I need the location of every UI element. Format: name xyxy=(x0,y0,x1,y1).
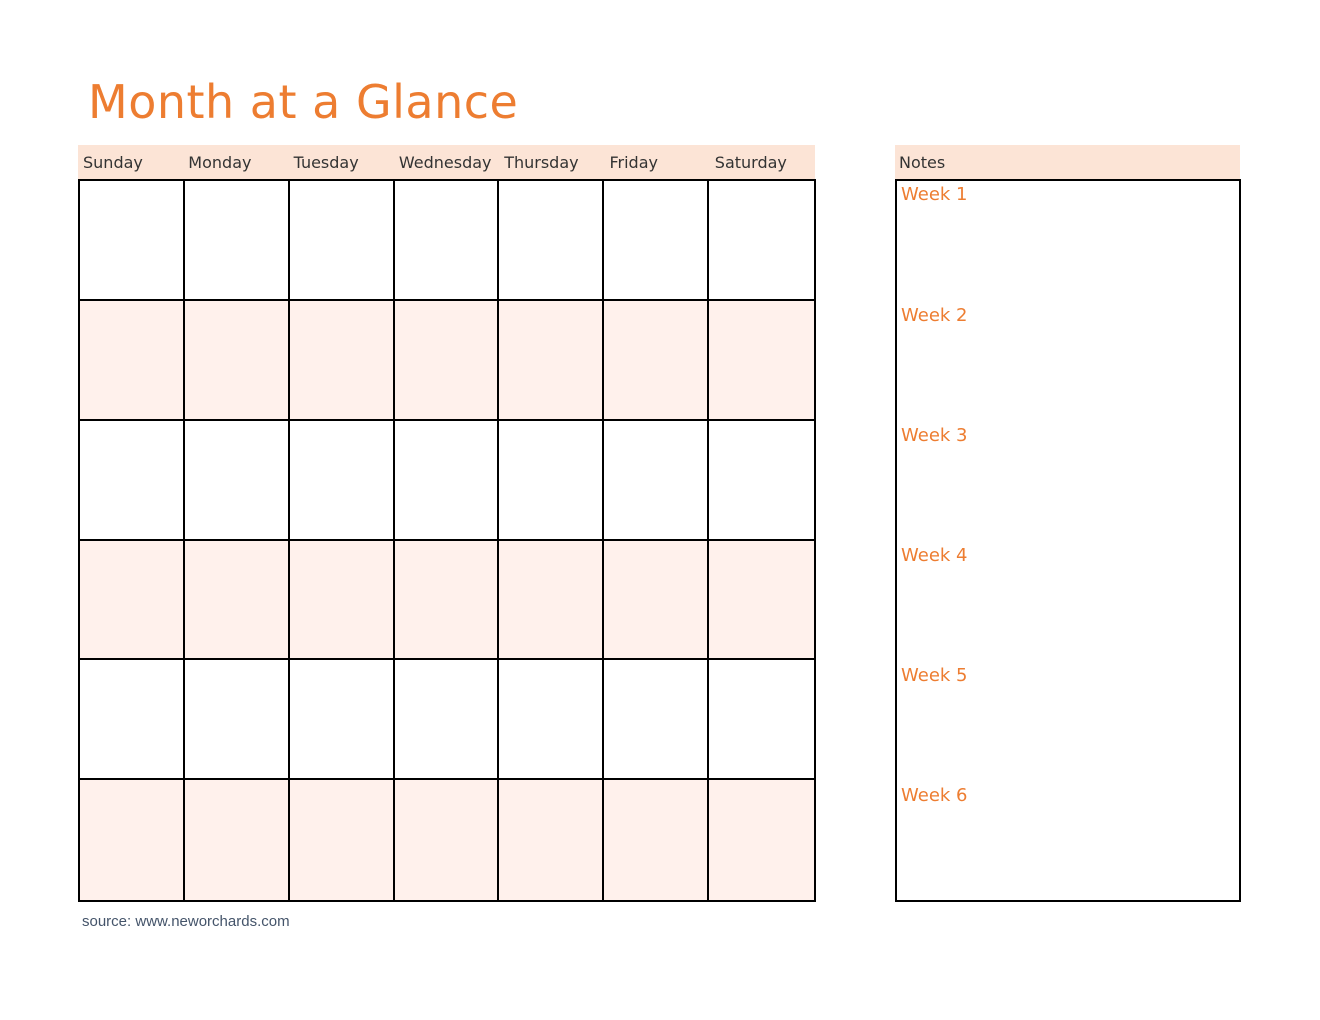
calendar-day-cell xyxy=(394,181,500,301)
notes-week-5: Week 5 xyxy=(901,665,968,686)
calendar-day-cell xyxy=(80,420,185,541)
notes-week-6: Week 6 xyxy=(901,785,968,806)
calendar-day-cell xyxy=(709,420,814,541)
calendar-day-cell xyxy=(394,420,500,541)
notes-week-4: Week 4 xyxy=(901,545,968,566)
calendar-day-cell xyxy=(709,300,814,421)
calendar-day-cell xyxy=(184,660,290,781)
calendar-day-cell xyxy=(289,181,395,301)
calendar-day-cell xyxy=(499,540,605,661)
weekday-header: Sunday Monday Tuesday Wednesday Thursday… xyxy=(78,145,815,179)
calendar-day-cell xyxy=(80,780,185,900)
calendar-day-cell xyxy=(184,780,290,900)
calendar-day-cell xyxy=(709,181,814,301)
calendar-day-cell xyxy=(394,780,500,900)
calendar-day-cell xyxy=(184,300,290,421)
calendar-day-cell xyxy=(80,300,185,421)
calendar-day-cell xyxy=(80,540,185,661)
calendar-day-cell xyxy=(709,660,814,781)
notes-week-2: Week 2 xyxy=(901,305,968,326)
calendar-day-cell xyxy=(604,540,710,661)
calendar-day-cell xyxy=(499,420,605,541)
calendar-day-cell xyxy=(604,420,710,541)
calendar-day-cell xyxy=(709,780,814,900)
calendar-day-cell xyxy=(289,420,395,541)
notes-week-1: Week 1 xyxy=(901,184,968,205)
calendar-day-cell xyxy=(499,181,605,301)
calendar-day-cell xyxy=(289,540,395,661)
calendar-day-cell xyxy=(289,780,395,900)
calendar-day-cell xyxy=(604,780,710,900)
calendar-day-cell xyxy=(184,181,290,301)
weekday-wednesday: Wednesday xyxy=(398,153,492,172)
calendar-day-cell xyxy=(709,540,814,661)
calendar-day-cell xyxy=(394,660,500,781)
source-credit: source: www.neworchards.com xyxy=(82,913,290,930)
calendar-day-cell xyxy=(499,780,605,900)
calendar-day-cell xyxy=(394,540,500,661)
calendar-day-cell xyxy=(289,660,395,781)
calendar-day-cell xyxy=(604,300,710,421)
calendar-day-cell xyxy=(80,181,185,301)
weekday-saturday: Saturday xyxy=(714,153,787,172)
calendar-day-cell xyxy=(184,540,290,661)
notes-header: Notes xyxy=(895,145,1240,179)
calendar-day-cell xyxy=(499,300,605,421)
calendar-day-cell xyxy=(604,181,710,301)
weekday-tuesday: Tuesday xyxy=(293,153,359,172)
notes-box: Week 1 Week 2 Week 3 Week 4 Week 5 Week … xyxy=(895,179,1241,902)
calendar-day-cell xyxy=(184,420,290,541)
weekday-thursday: Thursday xyxy=(504,153,579,172)
calendar-day-cell xyxy=(289,300,395,421)
weekday-monday: Monday xyxy=(188,153,252,172)
calendar-grid xyxy=(78,179,816,902)
calendar-day-cell xyxy=(604,660,710,781)
calendar-day-cell xyxy=(499,660,605,781)
calendar-day-cell xyxy=(394,300,500,421)
calendar-day-cell xyxy=(80,660,185,781)
page-title: Month at a Glance xyxy=(88,75,519,129)
weekday-friday: Friday xyxy=(609,153,658,172)
weekday-sunday: Sunday xyxy=(83,153,143,172)
notes-week-3: Week 3 xyxy=(901,425,968,446)
